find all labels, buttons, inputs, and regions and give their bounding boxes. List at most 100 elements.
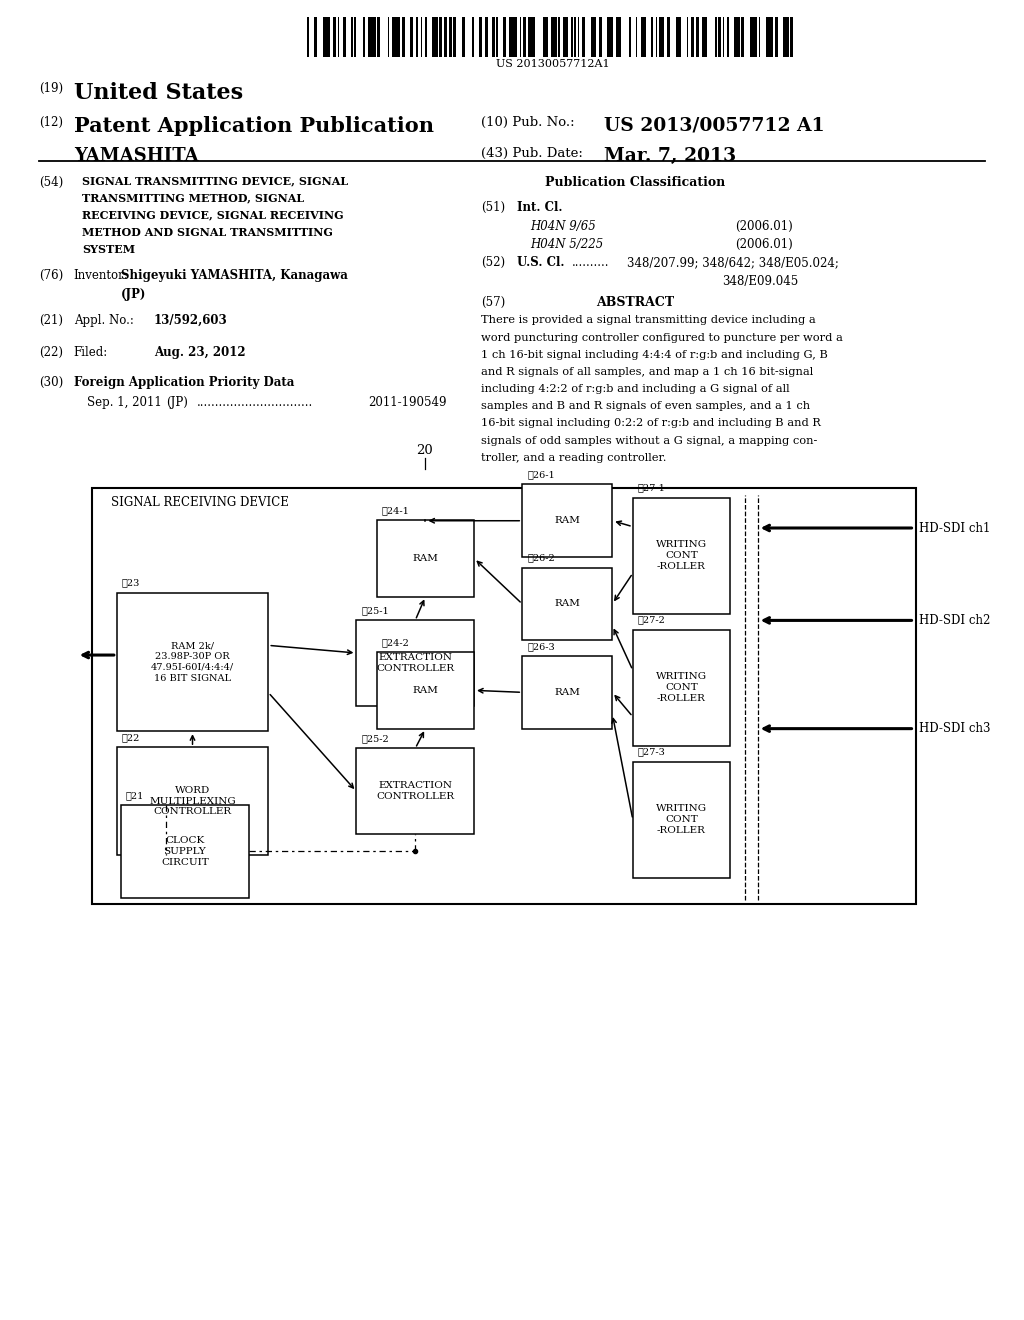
Text: ⌣23: ⌣23 (122, 578, 140, 587)
Bar (307, 17, 309, 57)
Bar (117, 747, 268, 855)
Bar (314, 17, 317, 57)
Text: Mar. 7, 2013: Mar. 7, 2013 (604, 147, 736, 165)
Text: HD-SDI ch1: HD-SDI ch1 (919, 521, 990, 535)
Bar (563, 17, 568, 57)
Bar (462, 17, 465, 57)
Bar (368, 17, 376, 57)
Text: including 4:2:2 of r:g:b and including a G signal of all: including 4:2:2 of r:g:b and including a… (481, 384, 790, 395)
Bar (582, 17, 585, 57)
Text: WRITING
CONT
-ROLLER: WRITING CONT -ROLLER (656, 540, 707, 572)
Text: EXTRACTION
CONTROLLER: EXTRACTION CONTROLLER (376, 781, 455, 801)
Bar (574, 17, 575, 57)
Text: RAM: RAM (413, 554, 438, 562)
Text: 1 ch 16-bit signal including 4:4:4 of r:g:b and including G, B: 1 ch 16-bit signal including 4:4:4 of r:… (481, 350, 828, 360)
Bar (111, 630, 786, 900)
Text: (19): (19) (39, 82, 63, 95)
Text: (52): (52) (481, 256, 506, 269)
Text: Appl. No.:: Appl. No.: (74, 314, 133, 327)
Bar (453, 17, 456, 57)
Text: ⌣27-3: ⌣27-3 (638, 747, 666, 756)
Bar (636, 17, 637, 57)
Text: Int. Cl.: Int. Cl. (517, 201, 562, 214)
Text: US 20130057712A1: US 20130057712A1 (497, 59, 609, 70)
Bar (651, 17, 652, 57)
Bar (718, 17, 721, 57)
Text: H04N 5/225: H04N 5/225 (530, 238, 604, 251)
Bar (766, 17, 773, 57)
Text: RAM: RAM (554, 599, 581, 609)
Text: (JP): (JP) (121, 288, 146, 301)
Bar (633, 630, 730, 746)
Text: Inventor:: Inventor: (74, 269, 128, 282)
Text: Publication Classification: Publication Classification (545, 176, 725, 189)
Bar (558, 17, 560, 57)
Bar (578, 17, 579, 57)
Text: Patent Application Publication: Patent Application Publication (74, 116, 434, 136)
Text: 13/592,603: 13/592,603 (154, 314, 227, 327)
Text: ABSTRACT: ABSTRACT (596, 296, 674, 309)
Text: 2011-190549: 2011-190549 (369, 396, 447, 409)
Text: (21): (21) (39, 314, 62, 327)
Text: RAM: RAM (554, 688, 581, 697)
Text: HD-SDI ch2: HD-SDI ch2 (919, 614, 990, 627)
Text: HD-SDI ch3: HD-SDI ch3 (919, 722, 990, 735)
Bar (741, 17, 744, 57)
Bar (351, 17, 352, 57)
Bar (472, 17, 474, 57)
Text: (54): (54) (39, 176, 63, 189)
Bar (432, 17, 437, 57)
Text: ⌣24-2: ⌣24-2 (382, 638, 410, 647)
Bar (668, 17, 671, 57)
Text: WORD
MULTIPLEXING
CONTROLLER: WORD MULTIPLEXING CONTROLLER (150, 785, 236, 817)
Text: SYSTEM: SYSTEM (82, 244, 135, 255)
Text: (30): (30) (39, 376, 63, 389)
Bar (416, 17, 418, 57)
Text: (57): (57) (481, 296, 506, 309)
Text: RAM: RAM (413, 686, 438, 694)
Text: (10) Pub. No.:: (10) Pub. No.: (481, 116, 574, 129)
Text: Sep. 1, 2011: Sep. 1, 2011 (87, 396, 162, 409)
Text: ...............................: ............................... (197, 396, 313, 409)
Text: H04N 9/65: H04N 9/65 (530, 220, 596, 234)
Text: 16-bit signal including 0:2:2 of r:g:b and including B and R: 16-bit signal including 0:2:2 of r:g:b a… (481, 418, 821, 429)
Text: ⌣27-2: ⌣27-2 (638, 615, 666, 624)
Text: signals of odd samples without a G signal, a mapping con-: signals of odd samples without a G signa… (481, 436, 817, 446)
Bar (571, 17, 572, 57)
Bar (658, 17, 665, 57)
Text: 348/E09.045: 348/E09.045 (722, 275, 798, 288)
Text: US 2013/0057712 A1: US 2013/0057712 A1 (604, 116, 824, 135)
Bar (676, 17, 681, 57)
Text: YAMASHITA: YAMASHITA (74, 147, 199, 165)
Bar (342, 17, 345, 57)
Bar (117, 593, 268, 731)
Text: (JP): (JP) (166, 396, 187, 409)
Text: (12): (12) (39, 116, 62, 129)
Bar (543, 17, 548, 57)
Bar (377, 520, 474, 597)
Text: Shigeyuki YAMASHITA, Kanagawa: Shigeyuki YAMASHITA, Kanagawa (121, 269, 348, 282)
Text: (76): (76) (39, 269, 63, 282)
Text: Foreign Application Priority Data: Foreign Application Priority Data (74, 376, 294, 389)
Bar (750, 17, 757, 57)
Bar (522, 568, 612, 640)
Text: SIGNAL TRANSMITTING DEVICE, SIGNAL: SIGNAL TRANSMITTING DEVICE, SIGNAL (82, 176, 348, 186)
Bar (551, 17, 557, 57)
Bar (338, 17, 339, 57)
Bar (633, 762, 730, 878)
Bar (443, 17, 446, 57)
Text: U.S. Cl.: U.S. Cl. (517, 256, 564, 269)
Text: EXTRACTION
CONTROLLER: EXTRACTION CONTROLLER (376, 653, 455, 673)
Bar (426, 17, 427, 57)
Text: ⌣26-1: ⌣26-1 (527, 470, 555, 479)
Bar (615, 17, 622, 57)
Bar (727, 17, 729, 57)
Bar (527, 17, 536, 57)
Bar (509, 17, 517, 57)
Bar (496, 17, 498, 57)
Bar (323, 17, 330, 57)
Bar (485, 17, 488, 57)
Text: WRITING
CONT
-ROLLER: WRITING CONT -ROLLER (656, 804, 707, 836)
Text: There is provided a signal transmitting device including a: There is provided a signal transmitting … (481, 315, 816, 326)
Bar (695, 17, 698, 57)
